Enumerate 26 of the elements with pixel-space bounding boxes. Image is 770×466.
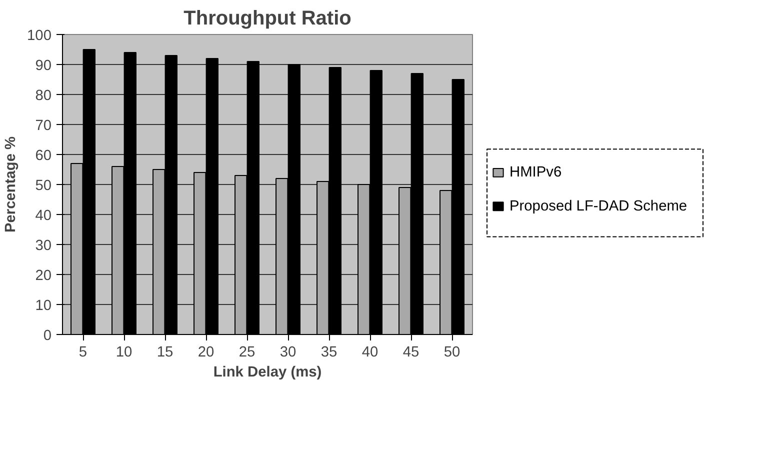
y-tick-label: 0 [43,328,52,344]
y-tick-label: 10 [35,298,52,314]
x-axis-title: Link Delay (ms) [213,364,322,380]
y-axis-title: Percentage % [3,136,20,233]
x-tick-label: 45 [402,344,420,360]
chart-title: Throughput Ratio [184,8,352,30]
y-tick-label: 100 [27,28,52,44]
x-tick-label: 35 [320,344,338,360]
x-tick-label: 50 [444,344,460,360]
y-tick-label: 60 [35,148,52,164]
x-tick-label: 10 [116,344,132,360]
x-tick-label: 40 [362,344,378,360]
x-tick-label: 30 [280,344,296,360]
legend-label: Proposed LF-DAD Scheme [510,198,688,214]
y-tick-label: 90 [35,58,52,74]
y-tick-label: 80 [35,88,52,104]
x-tick-label: 25 [238,344,256,360]
y-tick-label: 30 [35,238,52,254]
x-tick-label: 15 [156,344,174,360]
y-tick-label: 70 [35,118,52,134]
y-tick-label: 40 [35,208,52,224]
y-tick-label: 50 [35,178,52,194]
x-tick-label: 5 [78,344,88,360]
legend-label: HMIPv6 [510,164,562,181]
y-tick-label: 20 [35,268,52,284]
x-tick-label: 20 [198,344,214,360]
